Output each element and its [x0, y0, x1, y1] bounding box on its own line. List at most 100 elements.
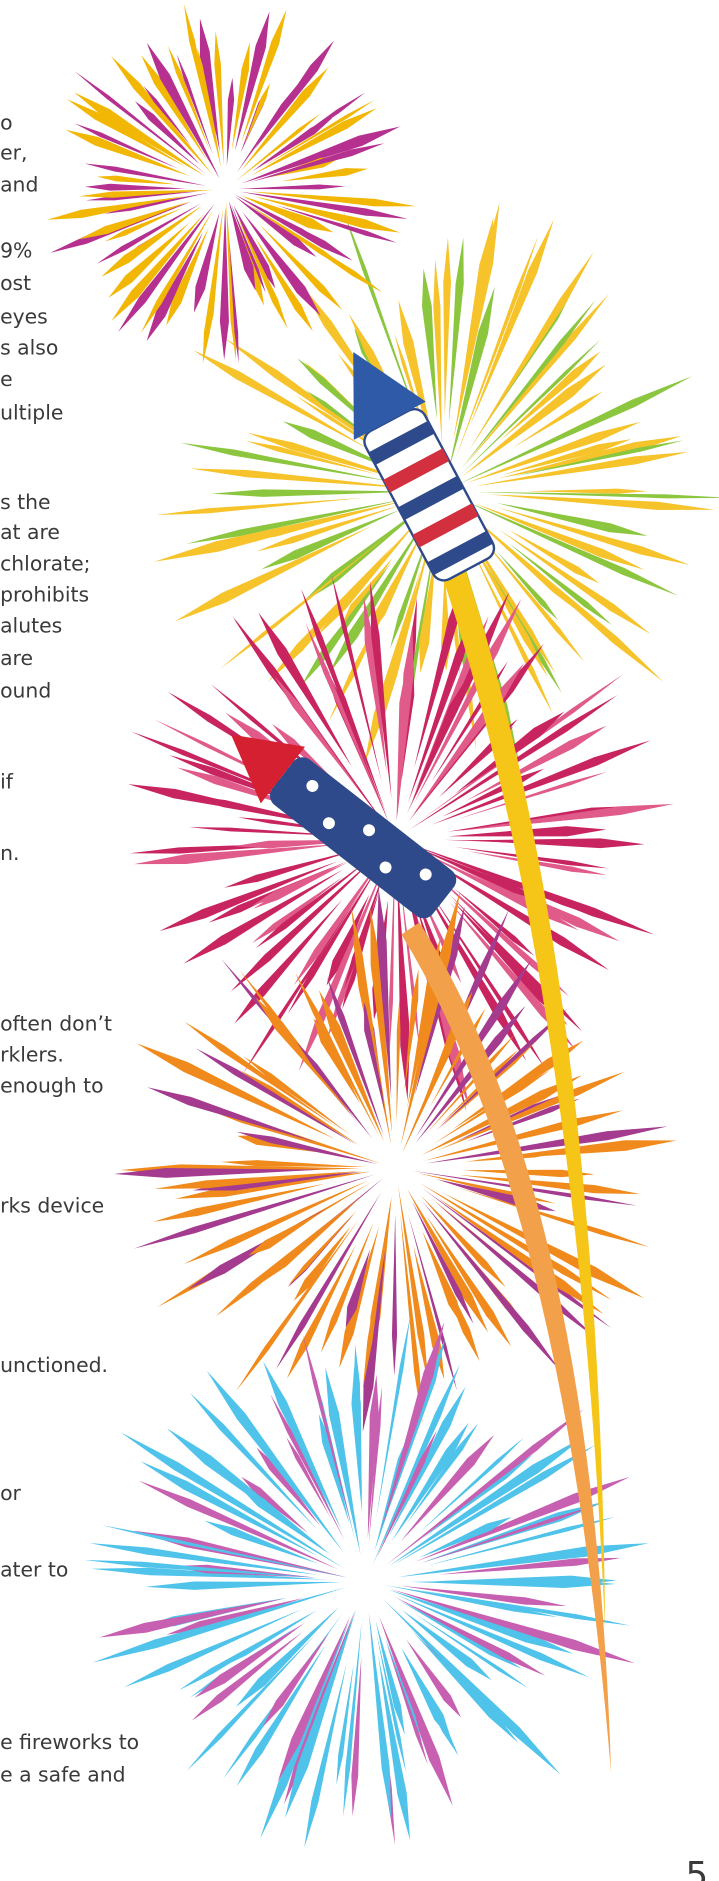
- ray: [461, 300, 596, 469]
- ray: [513, 391, 603, 448]
- ray: [368, 1611, 392, 1820]
- text-line: e: [0, 367, 13, 391]
- ray: [256, 1447, 320, 1526]
- ray: [250, 191, 416, 207]
- ray: [488, 494, 715, 511]
- body-text: o er, and 9% ost eyes s also e ultiple s the at ar…: [0, 110, 139, 1786]
- ray: [411, 1629, 519, 1743]
- ray: [508, 529, 600, 584]
- ray: [406, 1423, 479, 1524]
- ray: [462, 364, 606, 477]
- ray: [469, 219, 554, 427]
- ray: [136, 1043, 336, 1139]
- ray: [74, 92, 205, 177]
- ray: [313, 1018, 361, 1104]
- ray: [195, 1048, 356, 1145]
- ray: [399, 1600, 522, 1670]
- ray: [101, 205, 203, 277]
- ray: [153, 1183, 326, 1222]
- ray: [239, 1070, 360, 1146]
- text-line: are: [0, 646, 33, 670]
- ray: [375, 1620, 405, 1735]
- ray: [194, 1622, 305, 1698]
- ray: [254, 236, 313, 332]
- ray: [458, 376, 693, 485]
- ray: [248, 1210, 324, 1256]
- ray: [236, 1131, 378, 1165]
- ray: [275, 205, 397, 243]
- ray: [296, 1041, 373, 1139]
- ray: [78, 201, 190, 240]
- ray: [229, 242, 239, 363]
- ray: [391, 1213, 398, 1376]
- ray: [341, 558, 393, 625]
- ray: [295, 972, 379, 1137]
- ray: [123, 1609, 302, 1688]
- star: [363, 824, 376, 837]
- text-line: er,: [0, 140, 27, 164]
- ray: [436, 1197, 604, 1315]
- ray: [378, 1654, 411, 1841]
- ray: [448, 286, 495, 471]
- ray: [239, 184, 346, 190]
- ray: [256, 504, 401, 552]
- stripe: [383, 448, 450, 493]
- rocket-nose: [353, 351, 426, 440]
- text-line: often don’t: [0, 1011, 112, 1035]
- ray: [258, 223, 343, 311]
- ray: [250, 143, 385, 183]
- ray: [406, 1639, 461, 1718]
- ray: [287, 861, 382, 1014]
- ray: [258, 612, 353, 768]
- ray: [237, 216, 288, 329]
- ray: [186, 1633, 317, 1771]
- ray: [251, 861, 346, 906]
- ray: [234, 194, 353, 261]
- ray: [204, 1520, 319, 1564]
- ray: [166, 1597, 305, 1635]
- ray: [351, 907, 385, 1103]
- ray: [159, 861, 338, 932]
- ray: [326, 894, 370, 986]
- text-line: ultiple: [0, 400, 63, 424]
- ray: [166, 227, 209, 326]
- ray: [252, 117, 333, 172]
- ray: [497, 436, 682, 479]
- ray: [263, 1361, 342, 1531]
- ray: [262, 100, 375, 167]
- ray: [230, 855, 377, 992]
- ray: [294, 852, 386, 986]
- text-line: e fireworks to: [0, 1730, 139, 1754]
- ray: [363, 597, 387, 773]
- ray: [241, 9, 287, 143]
- ray: [419, 1437, 524, 1533]
- stripe: [427, 530, 494, 576]
- rocket-nose: [230, 734, 306, 804]
- ray: [89, 1543, 320, 1576]
- ray: [414, 1613, 528, 1689]
- ray: [134, 843, 341, 865]
- ray: [243, 885, 365, 1074]
- ray: [155, 497, 364, 516]
- ray: [104, 192, 209, 214]
- ray: [143, 85, 192, 147]
- ray: [364, 1002, 385, 1112]
- ray: [391, 1589, 636, 1664]
- ray: [376, 1316, 411, 1519]
- ray: [145, 1581, 342, 1590]
- ray: [453, 202, 500, 441]
- ray: [466, 421, 641, 484]
- ray: [421, 1200, 561, 1371]
- text-line: or: [0, 1481, 21, 1505]
- ray: [351, 1656, 362, 1817]
- ray: [458, 771, 607, 819]
- ray: [413, 1589, 631, 1626]
- ray: [331, 575, 382, 783]
- ray: [191, 1631, 303, 1721]
- ray: [389, 1436, 585, 1566]
- ray: [325, 1367, 361, 1555]
- ray: [508, 542, 612, 625]
- ray: [474, 451, 689, 487]
- ray: [496, 507, 690, 565]
